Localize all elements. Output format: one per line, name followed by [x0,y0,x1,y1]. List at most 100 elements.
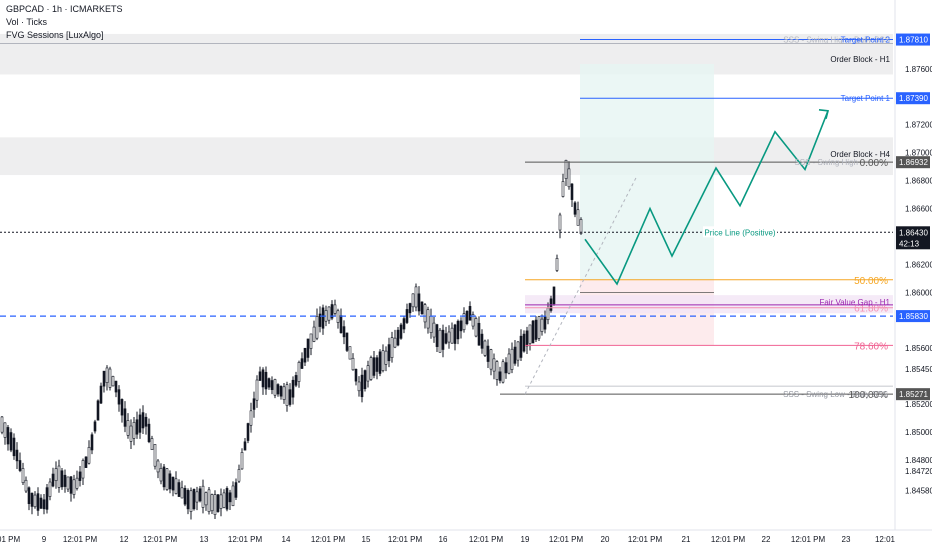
candle-bull [558,214,562,231]
candle-bull [87,447,91,464]
candle-bear [60,470,64,488]
overlay-layer: 0.00%50.00%61.80%78.60%100.00%SSS - Swin… [0,36,893,401]
candle-bear [9,432,13,451]
candle-bear [252,398,256,410]
price-tag-blueline [896,310,930,323]
candle-bull [54,468,58,481]
indicator-volume[interactable]: Vol · Ticks [6,17,48,27]
candle-bull [474,318,478,337]
candle-bear [372,357,376,376]
candle-bear [123,408,127,427]
annotation-order-block-h4: Order Block - H4 [830,150,890,159]
candle-bear [399,324,403,339]
candle-bear [171,476,175,491]
candle-bear [375,357,379,372]
candle-bull [462,313,466,331]
time-axis: 12:01 PM 9 12:01 PM 12 12:01 PM 13 12:01 PM 14 1… [0,529,932,544]
price-tag-swinglow [896,388,930,401]
time-tick-label: 15 [362,535,371,544]
fib-level-label: 78.60% [854,341,888,352]
candle-bear [300,358,304,369]
candle-bull [315,316,319,339]
candle-bull [336,310,340,323]
fib-level-label: 50.00% [854,276,888,287]
candle-bull [33,494,37,508]
price-tick-label: 1.86000 [905,288,932,297]
candles-layer [0,159,583,520]
candle-bull [237,469,241,482]
candle-bear [84,456,88,468]
candle-bear [225,488,229,510]
time-tick-label: 13 [200,535,209,544]
candle-bull [564,159,568,179]
candle-bull [333,304,337,314]
candle-bear [135,419,139,435]
candle-bull [567,168,571,188]
candle-bear [270,380,274,390]
candle-bear [78,471,82,481]
candle-bull [501,361,505,383]
annotation-sss-swing-low: SSS - Swing Low - Daily SSS [783,390,888,399]
candle-bull [516,341,520,361]
price-tick-label: 1.86800 [905,177,932,186]
candle-bull [555,258,559,271]
price-tick-label: 1.86600 [905,205,932,214]
candle-bull [48,481,52,497]
price-tag-label-target2: 1.87810 [899,36,928,45]
candle-bear [456,320,460,340]
indicator-fvg[interactable]: FVG Sessions [LuxAlgo] [6,30,104,40]
time-tick-label: 21 [682,535,691,544]
candle-bear [45,487,49,510]
candle-bull [510,348,514,370]
candle-bear [30,492,34,507]
time-tick-label: 20 [601,535,610,544]
annotation-price-line: Price Line (Positive) [704,228,775,237]
candle-bear [570,183,574,200]
price-tag-target2 [896,33,930,46]
candle-bull [381,350,385,371]
annotation-target-1: Target Point 1 [841,94,891,103]
candle-bull [66,476,70,490]
candle-bull [24,479,28,492]
candle-bear [99,385,103,404]
symbol-title[interactable]: GBPCAD · 1h · ICMARKETS [6,4,123,14]
candle-bear [303,347,307,363]
candle-bear [417,293,421,312]
candle-bull [111,376,115,387]
annotation-sss-high-daily: SSS - Swing High - Daily SSS [783,36,890,45]
price-tag-swinghigh [896,156,930,169]
price-tag-label-target1: 1.87390 [899,94,928,103]
candle-bear [276,384,280,395]
time-tick-label: 12:01 PM [388,535,423,544]
candle-bear [387,344,391,362]
candle-bull [285,384,289,406]
candle-bull [105,367,109,383]
projection-arrowhead [818,108,829,119]
candle-bear [117,389,121,405]
candle-bull [240,452,244,470]
candle-bull [132,422,136,439]
candle-bear [345,332,349,351]
candle-bear [138,414,142,433]
candle-bear [69,476,73,494]
candle-bear [342,326,346,338]
candle-bear [114,380,118,393]
time-tick-label: 12:01 PM [63,535,98,544]
price-tag-label-countdown: 42:13 [899,239,920,248]
candle-bull [438,329,442,353]
candle-bear [141,412,145,429]
candle-bear [408,303,412,314]
candle-bull [348,346,352,360]
annotation-fvg: Fair Value Gap - H1 [819,298,890,307]
price-tick-label: 1.86200 [905,260,932,269]
candle-bear [453,324,457,344]
annotation-order-block-h1: Order Block - H1 [830,55,890,64]
time-tick-label: 12:01 PM [143,535,178,544]
candle-bull [153,444,157,467]
candle-bear [279,385,283,397]
price-tag-label-blueline: 1.85830 [899,312,928,321]
time-tick-label: 22 [762,535,771,544]
candle-bear [291,379,295,398]
